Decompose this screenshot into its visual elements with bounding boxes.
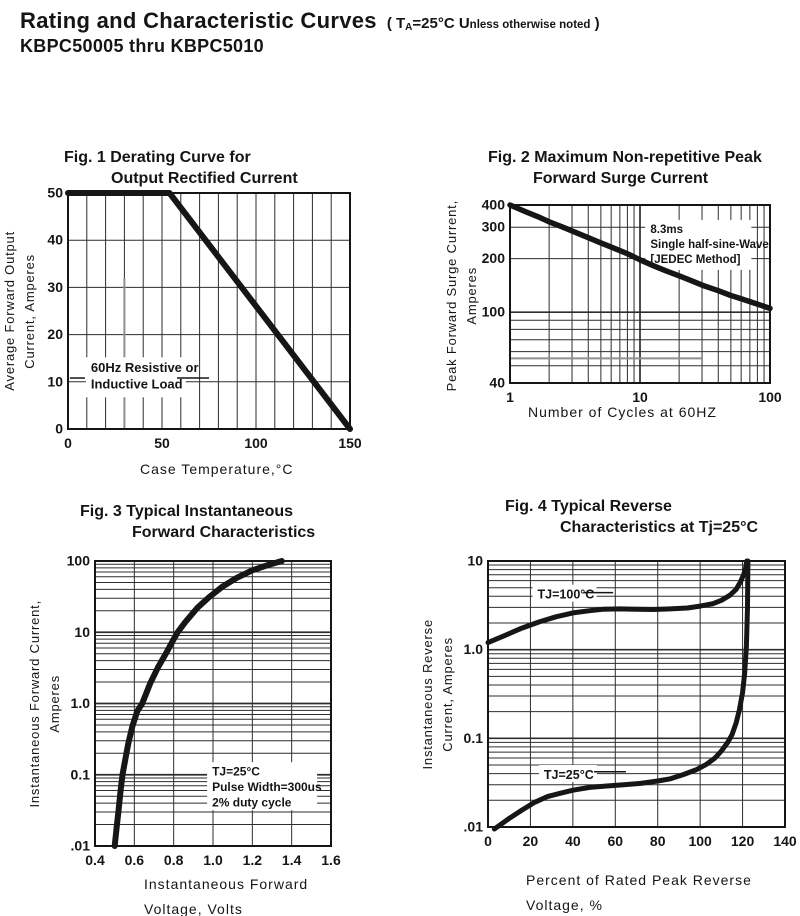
- annotation: TJ=25°C: [538, 765, 597, 783]
- svg-text:1.2: 1.2: [243, 852, 263, 868]
- figure-3-x-axis-label: Instantaneous Forward Voltage, Volts: [144, 876, 309, 916]
- svg-text:60: 60: [607, 833, 623, 849]
- figure-4-y-axis-label: Instantaneous Reverse Current, Amperes: [420, 618, 455, 770]
- plot-border: [487, 560, 786, 828]
- tick-labels: 0 20 40 60 80 100 120 140 .01 0.1 1.0 10: [464, 553, 797, 849]
- svg-text:20: 20: [523, 833, 539, 849]
- plot-border: [67, 192, 351, 430]
- svg-text:40: 40: [489, 375, 505, 391]
- svg-text:200: 200: [482, 250, 506, 266]
- figure-3-y-axis-label: Instantaneous Forward Current, Amperes: [27, 599, 62, 808]
- svg-text:20: 20: [47, 326, 63, 342]
- figure-2-plot: 8.3ms Single half-sine-Wave [JEDEC Method]…: [482, 197, 782, 405]
- figure-2-x-axis-label: Number of Cycles at 60HZ: [528, 404, 717, 420]
- svg-text:1.0: 1.0: [464, 641, 484, 657]
- part-number-range: KBPC50005 thru KBPC5010: [20, 36, 264, 56]
- svg-text:10: 10: [74, 624, 90, 640]
- svg-text:[JEDEC Method]: [JEDEC Method]: [650, 254, 740, 266]
- svg-text:8.3ms: 8.3ms: [650, 224, 683, 236]
- svg-text:40: 40: [47, 232, 63, 248]
- svg-text:10: 10: [47, 373, 63, 389]
- annotation: TJ=100°C: [532, 584, 597, 602]
- derating-curve: [65, 190, 353, 432]
- svg-text:Inductive Load: Inductive Load: [91, 376, 183, 391]
- page-header: Rating and Characteristic Curves ( TA=25°…: [20, 8, 600, 34]
- svg-text:1.6: 1.6: [321, 852, 341, 868]
- test-condition: ( TA=25°C Unless otherwise noted ): [386, 15, 600, 33]
- svg-text:30: 30: [47, 279, 63, 295]
- svg-text:100: 100: [688, 833, 712, 849]
- svg-text:0.1: 0.1: [464, 730, 484, 746]
- svg-text:100: 100: [67, 553, 91, 569]
- svg-text:100: 100: [482, 304, 506, 320]
- svg-text:.01: .01: [464, 819, 484, 835]
- figure-1-x-axis-label: Case Temperature,°C: [140, 461, 294, 477]
- svg-text:Single half-sine-Wave: Single half-sine-Wave: [650, 239, 768, 251]
- figure-4-title: Fig. 4 Typical Reverse Characteristics a…: [505, 498, 759, 536]
- svg-text:1: 1: [506, 389, 514, 405]
- svg-text:40: 40: [565, 833, 581, 849]
- svg-text:80: 80: [650, 833, 666, 849]
- svg-text:1.4: 1.4: [282, 852, 302, 868]
- svg-text:10: 10: [467, 553, 483, 569]
- svg-text:1.0: 1.0: [203, 852, 223, 868]
- svg-text:400: 400: [482, 197, 506, 213]
- svg-text:TJ=25°C: TJ=25°C: [212, 765, 260, 779]
- svg-text:1.0: 1.0: [71, 695, 91, 711]
- page-title: Rating and Characteristic Curves: [20, 8, 377, 33]
- reverse-tj-100c-curve: [485, 558, 750, 646]
- svg-text:140: 140: [773, 833, 797, 849]
- svg-text:0.4: 0.4: [85, 852, 105, 868]
- svg-text:60Hz Resistive or: 60Hz Resistive or: [91, 360, 199, 375]
- figure-4-x-axis-label: Percent of Rated Peak Reverse Voltage, %: [526, 872, 752, 913]
- svg-text:TJ=100°C: TJ=100°C: [538, 588, 595, 602]
- svg-text:2% duty cycle: 2% duty cycle: [212, 796, 292, 810]
- surge-current-curve: [507, 202, 773, 312]
- svg-text:50: 50: [154, 435, 170, 451]
- svg-text:0.1: 0.1: [71, 766, 91, 782]
- svg-text:Pulse Width=300us: Pulse Width=300us: [212, 780, 322, 794]
- figure-2-title: Fig. 2 Maximum Non-repetitive Peak Forwa…: [488, 149, 762, 187]
- svg-text:TJ=25°C: TJ=25°C: [544, 768, 594, 782]
- plot-border: [94, 560, 332, 847]
- svg-text:0: 0: [64, 435, 72, 451]
- forward-characteristic-curve: [111, 558, 285, 849]
- annotation: 8.3ms Single half-sine-Wave [JEDEC Method]: [645, 219, 769, 270]
- svg-text:0: 0: [55, 421, 63, 437]
- figure-1-title: Fig. 1 Derating Curve for Output Rectifi…: [64, 149, 298, 187]
- svg-text:50: 50: [47, 185, 63, 201]
- plot-border: [509, 204, 771, 384]
- svg-text:.01: .01: [71, 838, 91, 854]
- svg-text:150: 150: [338, 435, 362, 451]
- tick-labels: 0.4 0.6 0.8 1.0 1.2 1.4 1.6 .01 0.1 1.0 10 100: [67, 553, 341, 868]
- svg-text:0.8: 0.8: [164, 852, 184, 868]
- tick-labels: 1 10 100 40 100 200 300 400: [482, 197, 782, 405]
- svg-text:10: 10: [632, 389, 648, 405]
- tick-labels: 0 50 100 150 0 10 20 30 40 50: [47, 185, 361, 451]
- figure-3-title: Fig. 3 Typical Instantaneous Forward Cha…: [80, 503, 316, 541]
- svg-text:100: 100: [244, 435, 268, 451]
- svg-text:300: 300: [482, 219, 506, 235]
- figure-4-plot: TJ=100°C TJ=25°C 0 20 40 60 80 100 120 140 .01 0.1 1…: [464, 553, 797, 849]
- svg-text:0: 0: [484, 833, 492, 849]
- svg-text:0.6: 0.6: [125, 852, 145, 868]
- svg-text:120: 120: [731, 833, 755, 849]
- reverse-tj-25c-curve: [491, 558, 751, 832]
- svg-text:100: 100: [758, 389, 782, 405]
